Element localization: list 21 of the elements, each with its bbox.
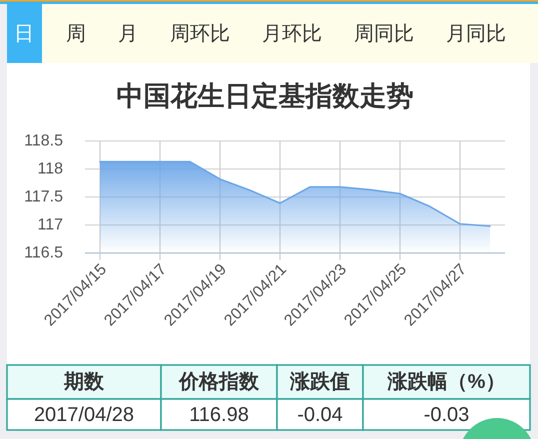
y-tick-label: 116.5	[24, 244, 64, 262]
table-value: 2017/04/28	[34, 404, 134, 426]
tab-label: 月	[118, 23, 138, 45]
table-value: 116.98	[189, 404, 249, 426]
tab-label: 日	[14, 23, 34, 45]
table-value: -0.04	[297, 404, 343, 426]
y-tick-label: 118.5	[24, 132, 64, 150]
table-header: 期数	[64, 371, 104, 393]
y-tick-label: 117	[37, 216, 64, 234]
y-tick-label: 118	[37, 160, 64, 178]
tab-label: 周环比	[170, 23, 230, 45]
table-value: -0.03	[424, 404, 470, 426]
tab-label: 月环比	[262, 23, 322, 45]
chart-title: 中国花生日定基指数走势	[116, 81, 414, 111]
tab-label: 周	[66, 23, 86, 45]
table-header: 涨跌值	[290, 371, 350, 393]
tab-label: 周同比	[354, 23, 414, 45]
table-header: 涨跌幅（%）	[388, 371, 506, 393]
table-header: 价格指数	[179, 371, 259, 393]
y-tick-label: 117.5	[24, 188, 64, 206]
tab-label: 月同比	[446, 23, 506, 45]
